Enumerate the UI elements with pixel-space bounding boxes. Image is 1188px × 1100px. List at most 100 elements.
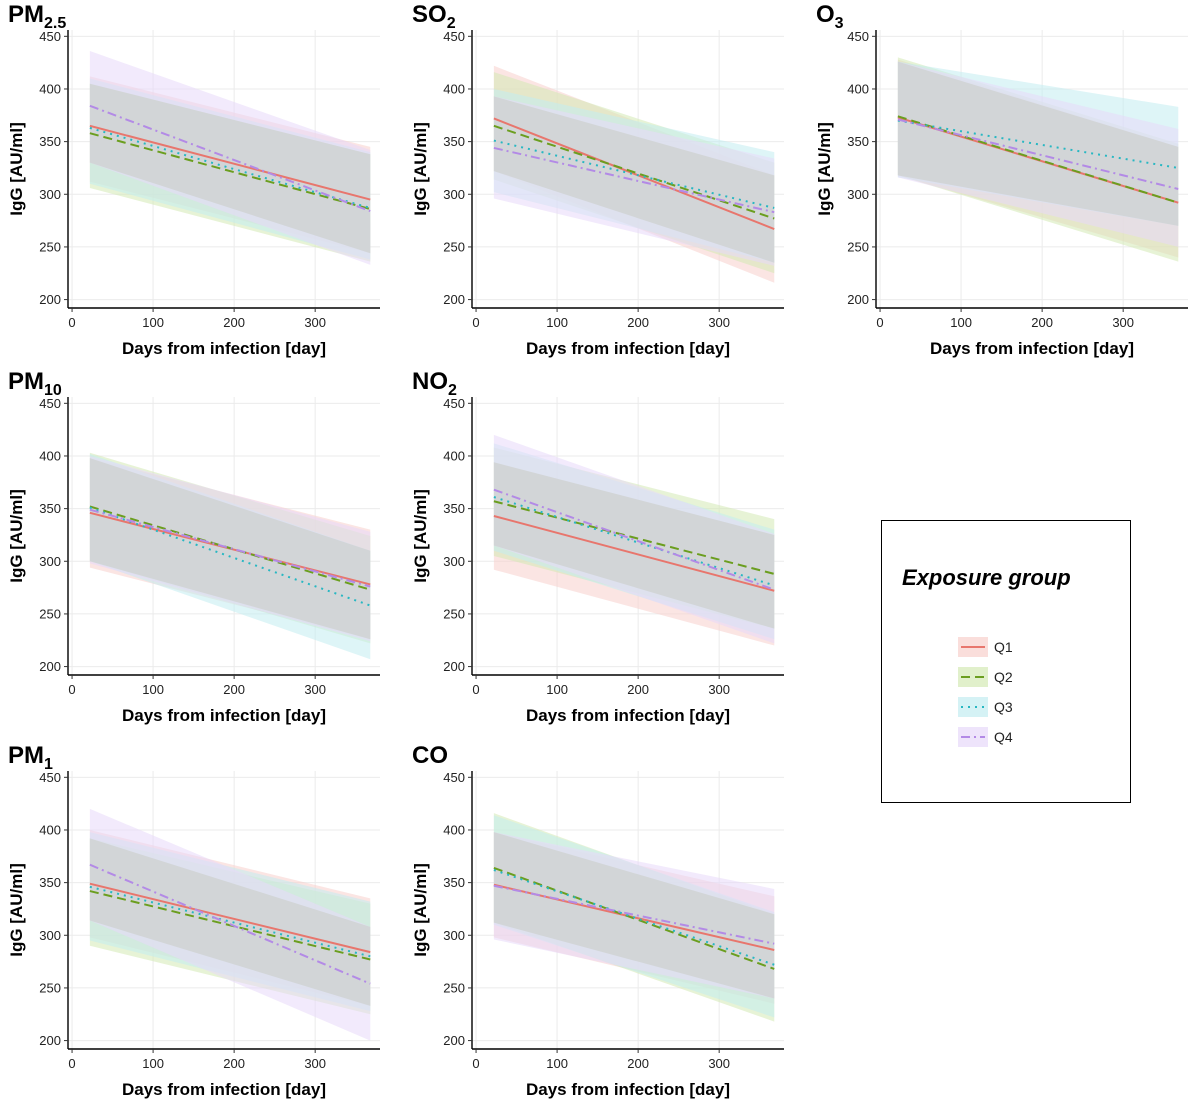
y-tick-label: 200	[39, 292, 61, 307]
series-line-q4	[89, 863, 371, 985]
panel-co: 200 250 300 350 400 450 0 100 200 300 Days from in…	[411, 742, 784, 1099]
x-tick-label: 100	[546, 315, 568, 330]
x-tick-label: 200	[627, 682, 649, 697]
x-axis-title: Days from infection [day]	[526, 706, 730, 725]
x-tick-label: 200	[627, 1056, 649, 1071]
y-tick-label: 300	[443, 554, 465, 569]
panel-title-subscript: 1	[44, 756, 53, 773]
y-axis-title: IgG [AU/ml]	[411, 863, 430, 957]
legend-key-fill	[958, 667, 988, 687]
x-tick-label: 200	[1031, 315, 1053, 330]
x-tick-label: 300	[304, 1056, 326, 1071]
y-tick-label: 250	[847, 239, 869, 254]
y-tick-label: 250	[39, 980, 61, 995]
series-line-q1	[89, 882, 371, 954]
panel-title: O3	[816, 1, 844, 32]
series-line-q2	[493, 124, 775, 220]
y-tick-label: 300	[39, 187, 61, 202]
panel-pm25: 200 250 300 350 400 450 0 100 200 300 Days from in…	[7, 1, 380, 358]
ci-overlap-band	[89, 83, 371, 254]
panel-so2: 200 250 300 350 400 450 0 100 200 300 Days from in…	[411, 1, 784, 358]
x-tick-label: 100	[142, 315, 164, 330]
x-tick-label: 0	[68, 1056, 75, 1071]
x-tick-label: 0	[472, 1056, 479, 1071]
y-tick-label: 200	[443, 659, 465, 674]
legend-label-q1: Q1	[994, 639, 1013, 655]
x-tick-label: 200	[627, 315, 649, 330]
x-tick-label: 100	[950, 315, 972, 330]
series-line-q2	[897, 115, 1179, 204]
x-axis-title: Days from infection [day]	[526, 1080, 730, 1099]
legend: Exposure group Q1 Q2 Q3 Q4	[881, 520, 1131, 803]
panel-title: PM10	[8, 368, 62, 399]
panel-title-subscript: 2.5	[44, 15, 66, 32]
y-tick-label: 250	[39, 606, 61, 621]
x-tick-label: 200	[223, 1056, 245, 1071]
legend-label-q2: Q2	[994, 669, 1013, 685]
y-tick-label: 300	[39, 554, 61, 569]
y-tick-label: 400	[443, 81, 465, 96]
x-tick-label: 100	[546, 682, 568, 697]
x-tick-label: 300	[304, 682, 326, 697]
y-tick-label: 350	[847, 134, 869, 149]
y-tick-label: 400	[39, 81, 61, 96]
y-tick-label: 450	[39, 29, 61, 44]
series-line-q1	[493, 117, 775, 230]
x-tick-label: 0	[472, 682, 479, 697]
ci-overlap-band	[897, 61, 1179, 226]
legend-title: Exposure group	[902, 565, 1071, 590]
ci-overlap-band	[89, 838, 371, 1006]
legend-key-q4	[958, 727, 988, 747]
y-tick-label: 400	[443, 448, 465, 463]
panel-pm10: 200 250 300 350 400 450 0 100 200 300 Days from in…	[7, 368, 380, 725]
y-axis-title: IgG [AU/ml]	[7, 122, 26, 216]
panel-title-main: O	[816, 1, 835, 28]
y-tick-label: 400	[847, 81, 869, 96]
panel-title: NO2	[412, 368, 457, 399]
y-tick-label: 200	[39, 659, 61, 674]
x-tick-label: 300	[304, 315, 326, 330]
series-line-q2	[89, 505, 371, 591]
y-tick-label: 350	[39, 501, 61, 516]
panel-title-subscript: 3	[835, 15, 844, 32]
y-tick-label: 450	[39, 770, 61, 785]
legend-label-q3: Q3	[994, 699, 1013, 715]
panel-title: CO	[412, 742, 448, 769]
y-tick-label: 350	[443, 501, 465, 516]
series-line-q3	[89, 506, 371, 607]
y-tick-label: 200	[847, 292, 869, 307]
x-tick-label: 200	[223, 315, 245, 330]
panel-title: PM2.5	[8, 1, 66, 32]
panel-pm1: 200 250 300 350 400 450 0 100 200 300 Days from in…	[7, 742, 380, 1099]
x-axis-title: Days from infection [day]	[122, 339, 326, 358]
series-line-q3	[493, 869, 775, 966]
y-tick-label: 400	[443, 822, 465, 837]
y-tick-label: 300	[847, 187, 869, 202]
panel-title: PM1	[8, 742, 53, 773]
panel-o3: 200 250 300 350 400 450 0 100 200 300 Days from in…	[815, 1, 1188, 358]
legend-key-q1	[958, 637, 988, 657]
panel-title-subscript: 2	[447, 15, 456, 32]
legend-item-q3: Q3	[958, 697, 1078, 717]
series-line-q2	[89, 132, 371, 210]
y-tick-label: 250	[443, 980, 465, 995]
y-tick-label: 450	[443, 396, 465, 411]
y-tick-label: 200	[39, 1033, 61, 1048]
series-line-q1	[493, 515, 775, 592]
legend-label-q4: Q4	[994, 729, 1013, 745]
panel-title-main: PM	[8, 1, 44, 28]
ci-overlap-band	[493, 832, 775, 999]
x-tick-label: 300	[708, 1056, 730, 1071]
y-axis-title: IgG [AU/ml]	[815, 122, 834, 216]
y-tick-label: 200	[443, 1033, 465, 1048]
y-tick-label: 350	[39, 134, 61, 149]
y-tick-label: 350	[39, 875, 61, 890]
y-tick-label: 400	[39, 822, 61, 837]
x-tick-label: 0	[472, 315, 479, 330]
y-tick-label: 450	[847, 29, 869, 44]
y-tick-label: 200	[443, 292, 465, 307]
y-axis-title: IgG [AU/ml]	[7, 863, 26, 957]
legend-item-q2: Q2	[958, 667, 1078, 687]
